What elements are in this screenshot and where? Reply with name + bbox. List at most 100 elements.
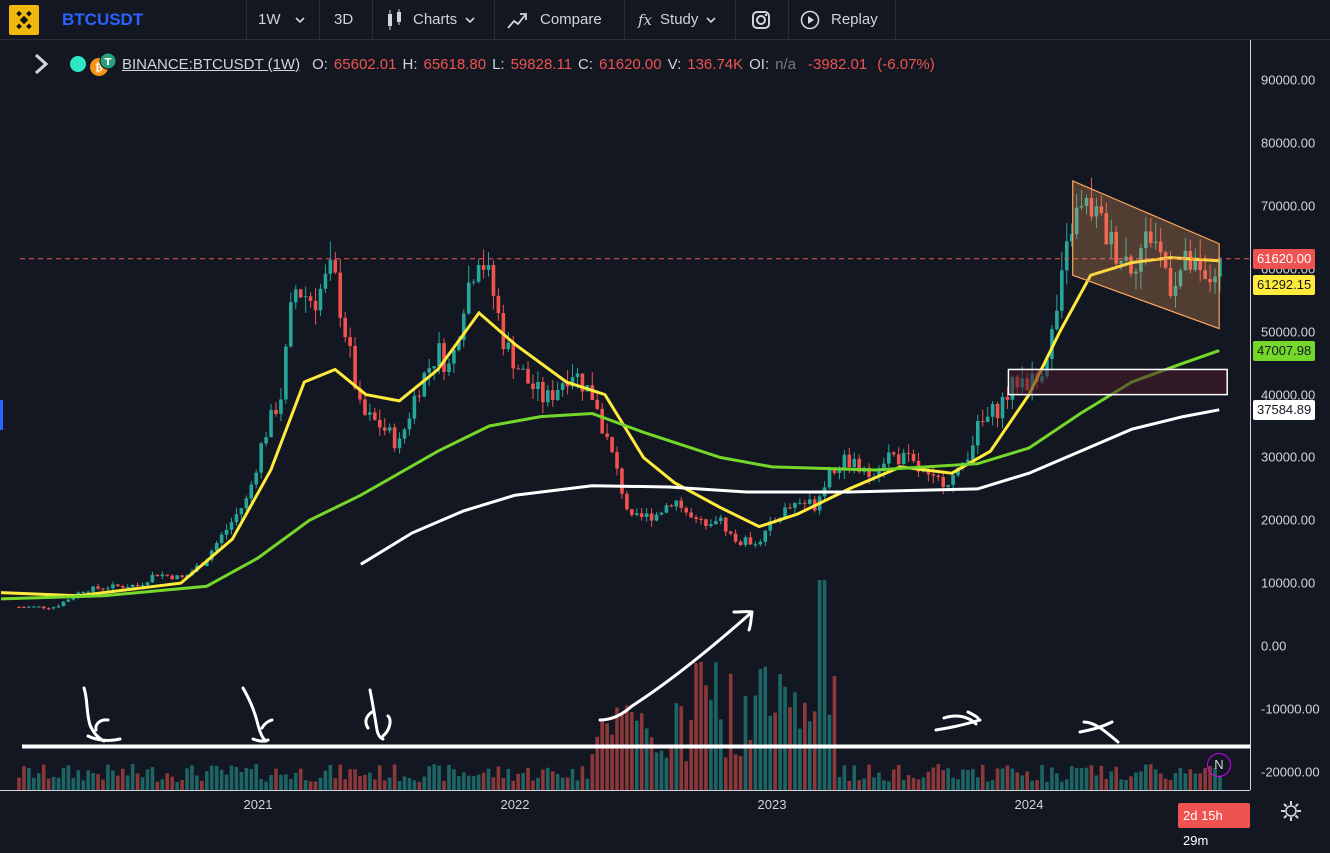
volume-bar bbox=[723, 757, 728, 790]
descending-channel[interactable] bbox=[1072, 179, 1220, 330]
snapshot-button[interactable] bbox=[751, 0, 771, 39]
candle bbox=[452, 347, 456, 374]
volume-bar bbox=[961, 769, 965, 790]
volume-bar bbox=[219, 769, 224, 790]
volume-bar bbox=[1183, 773, 1188, 790]
volume-bar bbox=[857, 780, 861, 790]
candle bbox=[27, 605, 31, 608]
candle bbox=[308, 292, 313, 308]
volume-bar bbox=[966, 769, 970, 790]
3d-button[interactable]: 3D bbox=[334, 11, 354, 28]
side-panel-handle[interactable] bbox=[0, 400, 3, 430]
candle bbox=[842, 450, 847, 479]
moving-average-line-3 bbox=[360, 408, 1220, 566]
volume-bar bbox=[1109, 771, 1114, 790]
volume-bar bbox=[120, 768, 125, 790]
legend-volume: 136.74K bbox=[687, 55, 744, 73]
volume-bar bbox=[491, 777, 496, 790]
volume-bar bbox=[125, 775, 130, 790]
volume-bar bbox=[1005, 765, 1010, 790]
symbol-search[interactable]: BTCUSDT bbox=[62, 9, 144, 29]
volume-bar bbox=[877, 772, 881, 790]
volume-bar bbox=[1025, 771, 1030, 790]
candle bbox=[605, 423, 609, 441]
volume-bar bbox=[985, 781, 990, 790]
candle bbox=[936, 473, 941, 482]
volume-bar bbox=[51, 776, 56, 790]
candle bbox=[180, 575, 184, 579]
candle bbox=[768, 516, 773, 536]
chevron-down-icon bbox=[294, 16, 305, 23]
chevron-right-icon[interactable] bbox=[30, 52, 52, 76]
candle bbox=[219, 531, 224, 548]
legend-pair[interactable]: BINANCE:BTCUSDT (1W) bbox=[122, 55, 301, 73]
candle bbox=[877, 465, 881, 483]
candle bbox=[254, 469, 259, 489]
charts-label: Charts bbox=[413, 11, 458, 28]
hand-drawn-down-arrow-2 bbox=[241, 686, 274, 743]
candle bbox=[333, 251, 338, 275]
legend-open-key: O: bbox=[312, 55, 328, 73]
price-chart[interactable] bbox=[0, 40, 1250, 790]
candle bbox=[471, 279, 476, 286]
candle bbox=[1173, 272, 1178, 308]
candle bbox=[896, 447, 901, 469]
candle bbox=[412, 387, 417, 425]
legend-volume-key: V: bbox=[667, 55, 682, 73]
time-axis[interactable]: 2d 15h 29m 2021 2022 2023 2024 bbox=[0, 790, 1250, 848]
volume-bar bbox=[956, 779, 960, 790]
volume-bar bbox=[887, 781, 891, 790]
support-zone-rectangle[interactable] bbox=[1007, 368, 1228, 396]
volume-bar bbox=[160, 779, 165, 790]
volume-bar bbox=[318, 777, 323, 790]
binance-logo-icon[interactable] bbox=[8, 0, 40, 39]
volume-bar bbox=[373, 779, 377, 790]
volume-bar bbox=[96, 774, 100, 790]
volume-bar bbox=[402, 776, 407, 790]
volume-bar bbox=[1144, 764, 1148, 790]
candle bbox=[649, 508, 654, 527]
charts-menu-button[interactable]: Charts bbox=[386, 0, 475, 39]
volume-bar bbox=[180, 780, 184, 790]
candle bbox=[733, 529, 738, 544]
volume-bar bbox=[214, 765, 219, 790]
volume-bar bbox=[1218, 775, 1222, 790]
price-label: 70000.00 bbox=[1261, 198, 1316, 214]
volume-bar bbox=[377, 765, 382, 790]
candle bbox=[516, 364, 520, 370]
study-menu-button[interactable]: fx Study bbox=[638, 0, 716, 39]
volume-bar bbox=[1084, 767, 1089, 790]
volume-bar bbox=[872, 777, 876, 790]
legend-oi: n/a bbox=[775, 55, 797, 73]
news-badge[interactable]: N bbox=[1207, 753, 1231, 777]
price-axis[interactable]: 90000.00 80000.00 70000.00 60000.00 50000.00… bbox=[1250, 40, 1330, 790]
candle bbox=[1109, 219, 1114, 259]
candle bbox=[783, 502, 787, 519]
candle bbox=[46, 607, 51, 611]
replay-button[interactable]: Replay bbox=[800, 0, 878, 39]
volume-bar bbox=[649, 737, 654, 790]
volume-bar bbox=[1060, 781, 1064, 790]
price-tag: 47007.98 bbox=[1253, 340, 1316, 361]
volume-bar bbox=[906, 775, 911, 790]
volume-bar bbox=[185, 768, 189, 790]
candle bbox=[1084, 194, 1089, 215]
interval-selector[interactable]: 1W bbox=[258, 0, 305, 39]
candle bbox=[111, 581, 115, 591]
volume-bar bbox=[259, 778, 263, 790]
settings-gear-icon[interactable] bbox=[1278, 798, 1304, 824]
volume-bar bbox=[916, 779, 921, 790]
candle bbox=[323, 264, 328, 293]
volume-bar bbox=[862, 778, 866, 790]
compare-button[interactable]: Compare bbox=[507, 0, 602, 39]
volume-bar bbox=[343, 779, 347, 790]
candle bbox=[160, 571, 165, 580]
hand-drawn-x-mark-1 bbox=[934, 710, 982, 732]
volume-bar bbox=[630, 711, 634, 790]
volume-bar bbox=[560, 777, 565, 790]
volume-bar bbox=[639, 713, 644, 790]
volume-bar bbox=[86, 770, 90, 790]
volume-bar bbox=[313, 781, 318, 790]
volume-bar bbox=[793, 692, 797, 790]
price-label: -20000.00 bbox=[1261, 764, 1320, 780]
